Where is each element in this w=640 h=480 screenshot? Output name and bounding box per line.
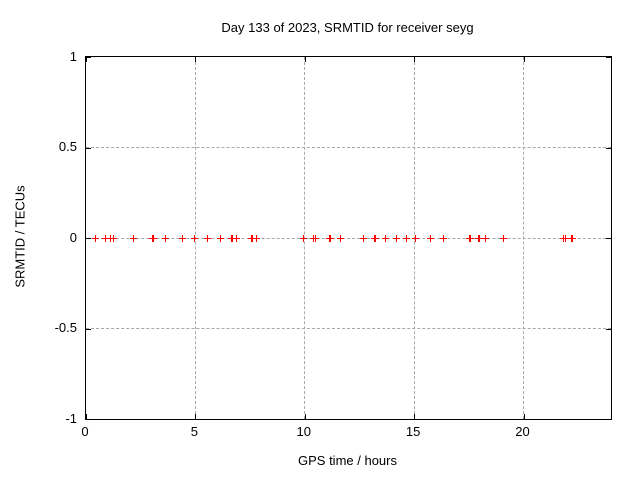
y-tick-mirror: [606, 419, 611, 420]
plot-area: [85, 56, 612, 420]
x-tick-label: 10: [296, 424, 311, 439]
data-point-marker: [150, 234, 158, 242]
y-tick-label: 0: [69, 229, 77, 245]
data-point-marker: [426, 234, 434, 242]
y-tick-label: -1: [65, 410, 77, 426]
data-point-marker: [360, 234, 368, 242]
x-tick-mirror: [195, 57, 197, 62]
y-tick-mirror: [606, 147, 611, 149]
y-tick-mirror: [606, 328, 611, 330]
data-point-marker: [327, 234, 335, 242]
data-point-marker: [336, 234, 344, 242]
x-tick-label: 0: [81, 424, 89, 439]
data-point-marker: [500, 234, 508, 242]
data-point-marker: [311, 234, 319, 242]
data-point-marker: [393, 234, 401, 242]
x-tick-label: 15: [405, 424, 421, 439]
data-point-marker: [253, 234, 261, 242]
y-tick: [86, 419, 91, 420]
data-point-marker: [217, 234, 225, 242]
x-tick-mirror: [414, 57, 416, 62]
data-point-marker: [91, 234, 99, 242]
y-tick: [86, 328, 91, 330]
x-axis-label: GPS time / hours: [298, 453, 397, 468]
x-tick-label: 5: [190, 424, 198, 439]
x-tick-mirror: [304, 57, 306, 62]
x-tick-mirror: [523, 57, 525, 62]
y-tick: [86, 147, 91, 149]
y-tick-label: -0.5: [54, 320, 77, 335]
data-point-marker: [203, 234, 211, 242]
x-tick: [86, 414, 87, 419]
y-tick-label: 1: [69, 48, 77, 64]
data-point-marker: [190, 234, 198, 242]
data-point-marker: [110, 234, 118, 242]
x-tick: [195, 414, 197, 419]
data-point-marker: [440, 234, 448, 242]
y-tick-mirror: [606, 238, 611, 239]
data-point-marker: [467, 234, 475, 242]
y-gridline: [86, 328, 611, 329]
data-point-marker: [101, 234, 109, 242]
y-tick-mirror: [606, 57, 611, 58]
data-point-marker: [178, 234, 186, 242]
data-point-marker: [232, 234, 240, 242]
chart-title: Day 133 of 2023, SRMTID for receiver sey…: [221, 20, 474, 35]
data-point-marker: [130, 234, 138, 242]
x-tick: [414, 414, 416, 419]
y-gridline: [86, 147, 611, 148]
y-tick: [86, 57, 91, 58]
x-tick: [523, 414, 525, 419]
data-point-marker: [482, 234, 490, 242]
y-tick-label: 0.5: [58, 139, 77, 154]
y-gridline: [86, 237, 611, 239]
data-point-marker: [569, 234, 577, 242]
data-point-marker: [372, 234, 380, 242]
data-point-marker: [299, 234, 307, 242]
data-point-marker: [248, 234, 256, 242]
data-point-marker: [476, 234, 484, 242]
data-point-marker: [411, 234, 419, 242]
x-tick-mirror: [86, 57, 87, 62]
data-point-marker: [561, 234, 569, 242]
y-tick: [86, 238, 91, 239]
x-tick: [304, 414, 306, 419]
x-tick-label: 20: [515, 424, 530, 439]
data-point-marker: [403, 234, 411, 242]
data-point-marker: [161, 234, 169, 242]
data-point-marker: [381, 234, 389, 242]
